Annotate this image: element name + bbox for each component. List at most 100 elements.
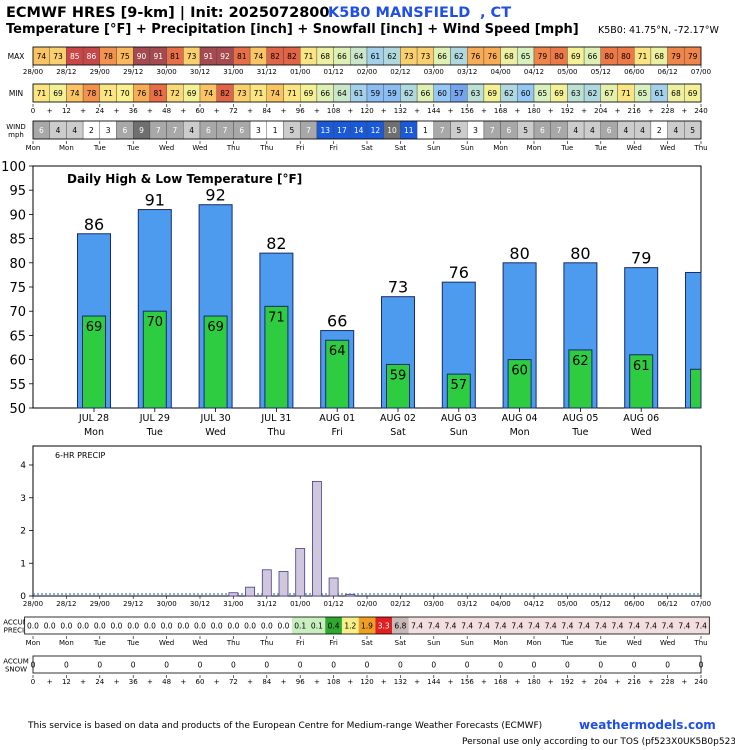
temp-x-date: AUG 02 <box>380 413 416 424</box>
temp-y-tick-label: 65 <box>9 329 26 344</box>
wind-day-axis-label: Tue <box>126 144 139 152</box>
accum-precip-value: 7.4 <box>428 622 440 631</box>
precip-chart-frame <box>32 445 702 597</box>
accum-hour-axis-label: 36 <box>129 678 138 686</box>
max-temp-value: 91 <box>204 52 214 61</box>
precip-x-label: 28/00 <box>23 600 43 608</box>
temp-y-tick-label: 85 <box>9 233 26 248</box>
accum-snow-value: 0 <box>331 661 336 670</box>
accum-precip-value: 0.0 <box>27 622 39 631</box>
accum-precip-cell <box>625 617 643 634</box>
accum-precip-value: 7.4 <box>678 622 690 631</box>
accum-day-axis-label: Sat <box>395 639 407 647</box>
accum-precip-value: 0.0 <box>177 622 189 631</box>
min-temp-value: 67 <box>604 89 614 98</box>
accum-precip-cell <box>542 617 560 634</box>
accum-precip-cell <box>559 617 576 634</box>
accum-snow-value: 0 <box>131 661 136 670</box>
precip-y-tick-label: 4 <box>20 461 26 471</box>
accum-day-axis-label: Thu <box>259 639 273 647</box>
min-temp-value: 64 <box>337 89 347 98</box>
max-temp-value: 62 <box>387 52 397 61</box>
precip-chart-title: 6-HR PRECIP <box>55 451 105 460</box>
accum-hour-axis-plus: + <box>180 678 186 686</box>
wind-speed-value: 7 <box>173 126 178 135</box>
accum-day-axis-label: Sun <box>427 639 440 647</box>
wind-speed-value: 7 <box>557 126 562 135</box>
max-temp-value: 68 <box>654 52 664 61</box>
accum-precip-cell <box>191 617 209 634</box>
temp-high-label: 79 <box>631 249 651 268</box>
temp-x-date: AUG 03 <box>441 413 477 424</box>
precip-x-label: 04/00 <box>491 600 511 608</box>
accum-precip-value: 7.4 <box>645 622 657 631</box>
temp-x-date: AUG 04 <box>502 413 538 424</box>
accum-day-axis-label: Wed <box>660 639 675 647</box>
accum-precip-value: 3.3 <box>378 622 390 631</box>
wind-day-axis-label: Mon <box>493 144 508 152</box>
min-hour-axis-label: 216 <box>628 107 642 115</box>
temp-low-label: 59 <box>390 368 407 383</box>
max-label: MAX <box>8 52 25 61</box>
min-hour-axis-plus: + <box>681 107 687 115</box>
accum-precip-value: 0.0 <box>77 622 89 631</box>
min-temp-value: 74 <box>204 89 214 98</box>
accum-precip-cell <box>675 617 693 634</box>
accum-day-axis-label: Sun <box>461 639 474 647</box>
temp-low-label: 61 <box>633 359 650 374</box>
temp-x-day: Wed <box>631 427 652 438</box>
precip-x-label: 30/12 <box>190 600 210 608</box>
wind-speed-value: 4 <box>189 126 194 135</box>
wind-speed-value: 3 <box>256 126 261 135</box>
max-time-axis-label: 06/00 <box>624 68 644 76</box>
accum-precip-cell <box>158 617 175 634</box>
min-temp-value: 74 <box>270 89 280 98</box>
min-hour-axis-label: 84 <box>262 107 271 115</box>
precip-x-label: 29/00 <box>90 600 110 608</box>
min-hour-axis-label: 24 <box>95 107 104 115</box>
wind-day-axis-label: Mon <box>26 144 41 152</box>
temp-low-label: 69 <box>86 320 103 335</box>
accum-hour-axis-label: 144 <box>427 678 441 686</box>
accum-day-axis-label: Sat <box>361 639 373 647</box>
max-temp-value: 79 <box>538 52 548 61</box>
accum-precip-value: 1.9 <box>361 622 373 631</box>
forecast-charts: Daily High & Low Temperature [°F] 50 55 60 6… <box>1 160 711 608</box>
accum-precip-cell <box>208 617 226 634</box>
max-time-axis-label: 03/00 <box>424 68 444 76</box>
min-temp-value: 68 <box>671 89 681 98</box>
wind-day-axis-label: Wed <box>627 144 642 152</box>
accum-precip-value: 0.0 <box>194 622 206 631</box>
temp-x-day: Mon <box>84 427 104 438</box>
max-temp-value: 71 <box>638 52 648 61</box>
accum-day-axis-label: Wed <box>627 639 642 647</box>
temp-low-label: 60 <box>511 364 528 379</box>
wind-day-axis-label: Thu <box>693 144 707 152</box>
accum-precip-cell <box>291 617 309 634</box>
max-temp-value: 69 <box>571 52 581 61</box>
accum-precip-cell <box>58 617 75 634</box>
accum-hour-axis-label: 84 <box>262 678 271 686</box>
wind-speed-value: 13 <box>320 126 330 135</box>
footer-site-link[interactable]: weathermodels.com <box>579 718 716 732</box>
accum-precip-value: 7.4 <box>445 622 457 631</box>
wind-speed-value: 5 <box>289 126 294 135</box>
max-time-axis-label: 04/00 <box>491 68 511 76</box>
accum-hour-axis-plus: + <box>648 678 654 686</box>
accum-precip-cell <box>475 617 493 634</box>
max-temp-value: 74 <box>37 52 47 61</box>
wind-speed-value: 6 <box>540 126 545 135</box>
wind-speed-value: 3 <box>473 126 478 135</box>
accum-precip-value: 6.8 <box>394 622 406 631</box>
max-temp-value: 61 <box>371 52 381 61</box>
accum-precip-cell <box>174 617 192 634</box>
min-hour-axis-label: 132 <box>394 107 407 115</box>
accum-precip-value: 0.0 <box>111 622 123 631</box>
accum-precip-frame <box>24 616 710 635</box>
min-temp-value: 62 <box>504 89 514 98</box>
min-temp-value: 66 <box>320 89 330 98</box>
temp-y-tick-label: 95 <box>9 184 26 199</box>
temp-x-date: AUG 06 <box>623 413 659 424</box>
temp-y-tick-label: 80 <box>9 257 26 272</box>
min-label: MIN <box>9 89 23 98</box>
